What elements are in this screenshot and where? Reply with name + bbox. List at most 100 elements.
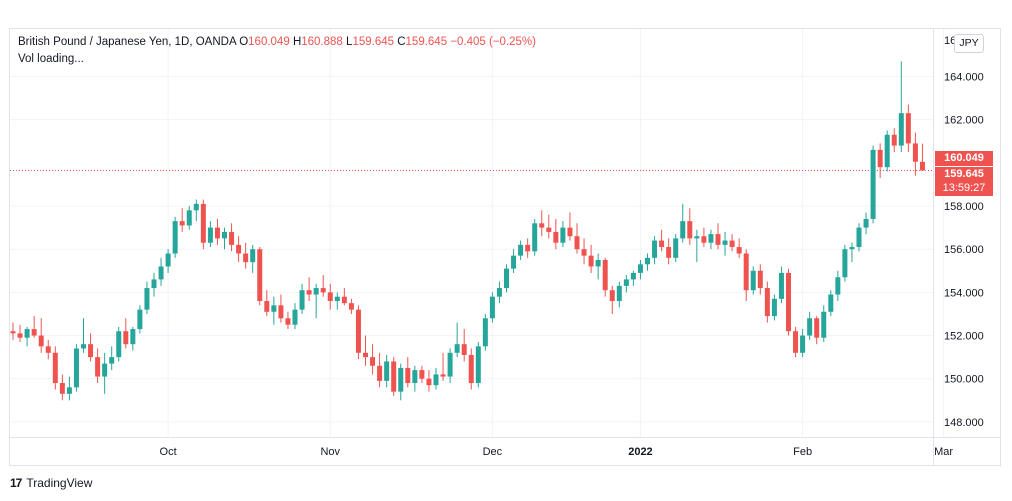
candle-body	[905, 113, 911, 144]
candle-body	[59, 383, 65, 394]
symbol-legend: British Pound / Japanese Yen, 1D, OANDA …	[18, 36, 536, 48]
candle-body	[574, 236, 580, 250]
candle-body	[701, 236, 707, 243]
candle-body	[715, 234, 721, 245]
candle-body	[666, 247, 672, 258]
y-tick-label: 152.000	[944, 331, 984, 343]
candle-body	[137, 309, 143, 330]
low-value: 159.645	[352, 36, 395, 48]
candle-body	[433, 374, 439, 386]
y-tick-label: 150.000	[944, 374, 984, 386]
candle-body	[778, 272, 784, 299]
candle-body	[708, 234, 714, 243]
candle-body	[363, 352, 368, 358]
candle-body	[278, 305, 284, 319]
x-tick-label: Oct	[160, 446, 177, 458]
candle-body	[341, 296, 347, 304]
currency-badge[interactable]: JPY	[954, 34, 984, 53]
candle-body	[630, 272, 636, 280]
candle-body	[370, 357, 376, 366]
candle-body	[496, 288, 502, 297]
chart-frame	[9, 28, 1001, 466]
candle-body	[440, 374, 446, 377]
candle-body	[659, 240, 665, 248]
candle-body	[151, 279, 157, 289]
candle-body	[588, 255, 594, 267]
candle-body	[355, 309, 361, 353]
x-tick-label: 2022	[628, 446, 652, 458]
candle-body	[229, 231, 235, 245]
y-tick-label: 164.000	[944, 71, 984, 83]
candle-body	[645, 257, 650, 265]
candle-body	[602, 259, 608, 291]
candle-body	[207, 227, 213, 243]
tradingview-brand[interactable]: TradingView	[26, 476, 93, 490]
candle-body	[722, 240, 728, 245]
candle-body	[553, 231, 559, 243]
y-tick-label: 158.000	[944, 201, 984, 213]
candle-body	[750, 270, 756, 291]
candle-body	[299, 290, 305, 310]
candle-body	[511, 255, 517, 269]
volume-status: Vol loading...	[18, 53, 84, 65]
candle-body	[10, 331, 16, 334]
candle-body	[236, 244, 242, 254]
candle-body	[793, 331, 799, 353]
candle-body	[214, 227, 220, 239]
candle-body	[764, 288, 770, 317]
candle-body	[884, 134, 890, 168]
candle-body	[800, 335, 806, 353]
candle-body	[327, 292, 333, 301]
candle-body	[567, 227, 573, 237]
candle-body	[581, 249, 587, 256]
candle-body	[870, 149, 876, 219]
candle-body	[144, 288, 150, 310]
candle-body	[165, 253, 171, 267]
candle-body	[285, 318, 291, 325]
candle-body	[257, 249, 263, 301]
current-price-label: 159.645 13:59:27	[935, 167, 993, 196]
candle-body	[243, 253, 249, 263]
candle-body	[743, 253, 749, 291]
candle-body	[17, 333, 23, 338]
open-value: 160.049	[248, 36, 290, 48]
candle-body	[736, 247, 742, 254]
candle-body	[461, 344, 467, 355]
candle-body	[757, 270, 763, 289]
candle-body	[489, 296, 495, 319]
candle-body	[856, 227, 862, 248]
candle-body	[673, 238, 679, 258]
candle-body	[525, 244, 531, 252]
candle-body	[334, 296, 340, 301]
last-price-label: 160.049	[935, 151, 993, 166]
candle-body	[694, 236, 700, 239]
candle-body	[123, 331, 129, 345]
candle-body	[158, 266, 164, 280]
change-value: −0.405 (−0.25%)	[450, 36, 536, 48]
candle-body	[821, 311, 827, 338]
candle-body	[88, 344, 94, 358]
symbol-name[interactable]: British Pound / Japanese Yen, 1D, OANDA	[18, 36, 236, 48]
close-key: C	[397, 36, 406, 48]
candle-body	[518, 244, 524, 256]
candle-body	[250, 249, 256, 263]
candle-body	[546, 227, 552, 232]
high-key: H	[292, 36, 302, 48]
candle-body	[306, 290, 312, 295]
candle-body	[222, 231, 227, 239]
x-tick-label: Mar	[934, 446, 953, 458]
candle-body	[560, 227, 566, 243]
candle-body	[412, 370, 418, 384]
candle-body	[179, 221, 185, 226]
candle-body	[771, 298, 777, 317]
candle-body	[264, 301, 270, 312]
candle-body	[313, 288, 319, 295]
candle-body	[348, 303, 354, 310]
candle-body	[468, 354, 474, 384]
candle-body	[877, 149, 883, 168]
high-value: 160.888	[301, 36, 343, 48]
candle-body	[680, 221, 686, 239]
candle-body	[405, 367, 411, 384]
tradingview-logo-icon[interactable]: 17	[10, 476, 22, 490]
